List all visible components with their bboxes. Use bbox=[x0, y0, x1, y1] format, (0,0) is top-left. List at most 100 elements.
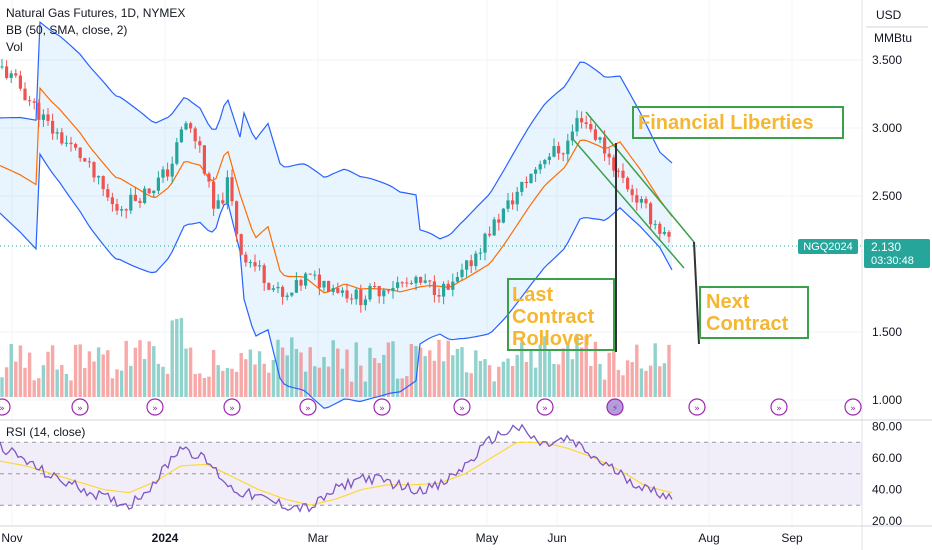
volume-bar bbox=[271, 360, 276, 397]
volume-bar bbox=[230, 368, 234, 397]
unit-label[interactable]: MMBtu bbox=[874, 31, 912, 45]
chart-title[interactable]: Natural Gas Futures, 1D, NYMEX bbox=[6, 6, 186, 20]
symbol-tag-bg bbox=[798, 239, 858, 254]
candle-body bbox=[202, 145, 206, 174]
volume-bar bbox=[409, 344, 414, 397]
candle-body bbox=[414, 276, 418, 284]
volume-bar bbox=[561, 348, 565, 397]
candle-body bbox=[653, 223, 657, 225]
candle-body bbox=[5, 66, 9, 78]
dividend-event-icon[interactable] bbox=[299, 398, 317, 416]
candle-body bbox=[340, 290, 344, 293]
candle-body bbox=[534, 169, 538, 174]
financial-liberties-box bbox=[632, 106, 844, 139]
volume-bar bbox=[382, 354, 386, 397]
last-contract-line3: Rollover bbox=[512, 328, 593, 350]
rsi-tick-label: 40.00 bbox=[872, 483, 902, 497]
volume-bar bbox=[129, 365, 133, 397]
volume-bar bbox=[423, 356, 427, 397]
candle-body bbox=[152, 190, 156, 194]
candle-body bbox=[304, 273, 308, 286]
candle-body bbox=[368, 285, 372, 300]
volume-bar bbox=[27, 352, 32, 397]
volume-bar bbox=[37, 378, 41, 397]
candle-body bbox=[285, 295, 289, 297]
candle-body bbox=[87, 161, 91, 163]
volume-bar bbox=[32, 380, 36, 397]
candle-body bbox=[193, 128, 197, 142]
dividend-event-icon[interactable] bbox=[373, 398, 391, 416]
volume-bar bbox=[221, 370, 225, 397]
candle-body bbox=[28, 100, 32, 102]
dividend-event-icon[interactable] bbox=[536, 398, 554, 416]
candle-body bbox=[630, 189, 634, 196]
dividend-event-icon[interactable] bbox=[844, 398, 862, 416]
volume-bar bbox=[492, 381, 496, 397]
candle-body bbox=[161, 169, 165, 178]
candle-body bbox=[230, 177, 234, 202]
event-glyph: » bbox=[229, 404, 235, 414]
volume-bar bbox=[506, 358, 510, 397]
candle-body bbox=[607, 153, 611, 158]
currency-label[interactable]: USD bbox=[876, 8, 902, 22]
lightning-event-icon[interactable] bbox=[606, 398, 624, 416]
volume-bar bbox=[313, 366, 317, 397]
event-glyph: » bbox=[152, 404, 158, 414]
volume-bar bbox=[138, 340, 142, 397]
volume-bar bbox=[635, 344, 639, 397]
price-tick-label: 2.500 bbox=[872, 189, 902, 203]
dividend-event-icon[interactable] bbox=[146, 398, 164, 416]
volume-bar bbox=[248, 349, 253, 397]
volume-bar bbox=[207, 376, 211, 397]
candle-body bbox=[253, 262, 257, 267]
rsi-tick-label: 80.00 bbox=[872, 420, 902, 434]
volume-bar bbox=[257, 351, 262, 397]
candle-body bbox=[267, 283, 271, 290]
candle-body bbox=[179, 129, 183, 143]
candle-body bbox=[409, 283, 413, 285]
candle-body bbox=[432, 281, 436, 296]
dividend-event-icon[interactable] bbox=[453, 398, 471, 416]
volume-bar bbox=[87, 351, 92, 397]
candle-body bbox=[110, 197, 114, 205]
volume-bar bbox=[202, 378, 207, 397]
candle-body bbox=[156, 177, 160, 191]
volume-bar bbox=[317, 367, 322, 397]
event-markers: » » » » » » » » ⚡ » » » bbox=[0, 398, 862, 416]
bb-legend[interactable]: BB (50, SMA, close, 2) bbox=[6, 23, 128, 37]
volume-bar bbox=[299, 352, 303, 397]
candle-body bbox=[294, 280, 298, 293]
volume-bar bbox=[372, 358, 377, 397]
vol-legend[interactable]: Vol bbox=[6, 40, 23, 54]
candle-body bbox=[557, 146, 561, 154]
rsi-legend[interactable]: RSI (14, close) bbox=[6, 425, 86, 439]
volume-bar bbox=[322, 357, 326, 397]
next-contract-line1: Next bbox=[706, 291, 750, 313]
candle-body bbox=[501, 208, 505, 223]
candle-body bbox=[97, 176, 101, 178]
candle-body bbox=[216, 200, 220, 209]
candle-body bbox=[37, 102, 41, 120]
volume-bar bbox=[400, 378, 404, 397]
dividend-event-icon[interactable] bbox=[0, 398, 11, 416]
volume-bar bbox=[451, 355, 455, 397]
dividend-event-icon[interactable] bbox=[71, 398, 89, 416]
candle-body bbox=[515, 191, 519, 205]
volume-bar bbox=[340, 368, 345, 397]
candle-body bbox=[511, 200, 515, 205]
candle-body bbox=[262, 265, 266, 284]
dividend-event-icon[interactable] bbox=[688, 398, 706, 416]
dividend-event-icon[interactable] bbox=[223, 398, 241, 416]
volume-bar bbox=[487, 365, 492, 397]
volume-bar bbox=[198, 373, 202, 397]
candle-body bbox=[658, 223, 662, 234]
volume-bar bbox=[234, 371, 239, 397]
volume-bar bbox=[64, 374, 69, 397]
dividend-event-icon[interactable] bbox=[770, 398, 788, 416]
volume-bar bbox=[349, 381, 354, 397]
candle-body bbox=[281, 286, 285, 297]
volume-bar bbox=[510, 366, 515, 397]
volume-bar bbox=[18, 345, 23, 397]
volume-bar bbox=[106, 350, 110, 397]
volume-bar bbox=[92, 361, 96, 397]
